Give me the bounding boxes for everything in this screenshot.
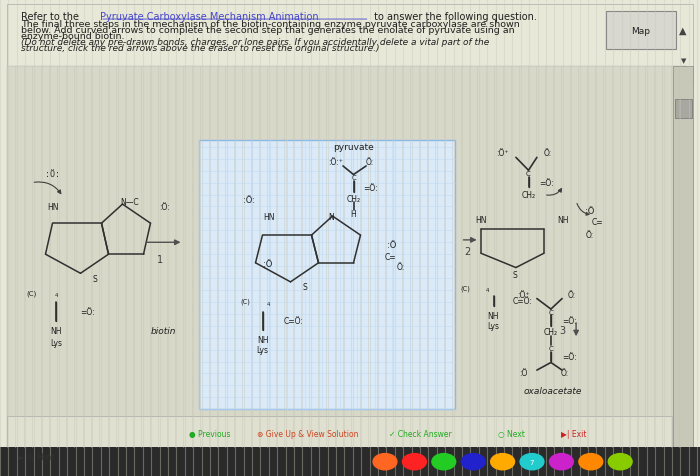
Text: (Do not delete any pre-drawn bonds, charges, or lone pairs. If you accidentally : (Do not delete any pre-drawn bonds, char… bbox=[21, 39, 489, 47]
FancyBboxPatch shape bbox=[199, 140, 455, 409]
FancyBboxPatch shape bbox=[606, 12, 676, 50]
Text: HN: HN bbox=[264, 212, 275, 221]
FancyBboxPatch shape bbox=[7, 5, 693, 86]
Text: 1: 1 bbox=[157, 255, 162, 264]
Text: ● Previous: ● Previous bbox=[189, 429, 231, 437]
Text: Ö:: Ö: bbox=[396, 262, 405, 271]
Text: :Ö: :Ö bbox=[519, 369, 527, 377]
Text: Lys: Lys bbox=[487, 322, 500, 330]
Text: :Ö: :Ö bbox=[262, 260, 272, 268]
Text: S: S bbox=[512, 270, 517, 279]
Text: ▲: ▲ bbox=[679, 26, 686, 36]
Text: Refer to the: Refer to the bbox=[21, 12, 82, 21]
Text: :Ö:⁺: :Ö:⁺ bbox=[328, 158, 344, 166]
Text: ○ Next: ○ Next bbox=[498, 429, 524, 437]
Text: C=: C= bbox=[385, 253, 396, 261]
Text: 2: 2 bbox=[465, 247, 470, 256]
Text: 4: 4 bbox=[55, 293, 57, 298]
Text: C: C bbox=[526, 171, 531, 177]
Text: CH₂: CH₂ bbox=[522, 191, 536, 199]
Text: below. Add curved arrows to complete the second step that generates the enolate : below. Add curved arrows to complete the… bbox=[21, 26, 514, 35]
Text: (C): (C) bbox=[240, 298, 250, 305]
Text: oxaloacetate: oxaloacetate bbox=[524, 386, 582, 395]
Text: biotin: biotin bbox=[150, 327, 176, 335]
Text: ⊗ Give Up & View Solution: ⊗ Give Up & View Solution bbox=[258, 429, 358, 437]
Text: NH: NH bbox=[558, 216, 569, 225]
Text: Ö:: Ö: bbox=[568, 291, 576, 299]
Text: 4: 4 bbox=[267, 301, 270, 306]
Text: :Ö⁺: :Ö⁺ bbox=[496, 149, 508, 158]
Text: The final three steps in the mechanism of the biotin-containing enzyme pyruvate : The final three steps in the mechanism o… bbox=[21, 20, 519, 29]
Text: HN: HN bbox=[475, 216, 486, 225]
Circle shape bbox=[373, 454, 397, 470]
Circle shape bbox=[491, 454, 514, 470]
Text: Ö:: Ö: bbox=[561, 369, 569, 377]
Text: NH: NH bbox=[488, 311, 499, 320]
Text: N—C: N—C bbox=[120, 198, 139, 207]
Text: :Ö:: :Ö: bbox=[159, 203, 170, 211]
Text: 7: 7 bbox=[530, 459, 534, 465]
Text: ✓ Check Answer: ✓ Check Answer bbox=[389, 429, 452, 437]
Text: =Ö:: =Ö: bbox=[80, 307, 94, 316]
Text: :Ö⁺: :Ö⁺ bbox=[517, 291, 529, 299]
Text: C: C bbox=[549, 309, 553, 315]
Text: (C): (C) bbox=[27, 289, 36, 296]
Text: =Ö:: =Ö: bbox=[539, 179, 553, 188]
Text: to answer the following question.: to answer the following question. bbox=[371, 12, 537, 21]
Circle shape bbox=[461, 454, 485, 470]
Circle shape bbox=[520, 454, 544, 470]
Text: ► ♄ Hint: ► ♄ Hint bbox=[18, 453, 54, 461]
FancyBboxPatch shape bbox=[7, 416, 672, 447]
Circle shape bbox=[579, 454, 603, 470]
Text: Pyruvate Carboxylase Mechanism Animation: Pyruvate Carboxylase Mechanism Animation bbox=[100, 12, 318, 21]
Text: HN: HN bbox=[47, 203, 58, 211]
FancyBboxPatch shape bbox=[7, 67, 686, 447]
Text: pyruvate: pyruvate bbox=[333, 143, 374, 152]
Circle shape bbox=[550, 454, 573, 470]
Text: :Ö:: :Ö: bbox=[45, 169, 60, 178]
Text: :Ö: :Ö bbox=[585, 207, 595, 215]
Text: C=Ö:: C=Ö: bbox=[284, 317, 304, 326]
Text: S: S bbox=[92, 274, 97, 283]
Text: Ö:: Ö: bbox=[544, 149, 552, 158]
Text: ▼: ▼ bbox=[680, 58, 686, 64]
Text: S: S bbox=[302, 283, 307, 291]
Text: (C): (C) bbox=[461, 285, 470, 291]
Text: Map: Map bbox=[631, 27, 650, 35]
Text: CH₂: CH₂ bbox=[346, 195, 360, 203]
Text: C: C bbox=[351, 175, 356, 181]
Text: H: H bbox=[351, 210, 356, 218]
Text: =Ö:: =Ö: bbox=[364, 184, 378, 192]
Text: Lys: Lys bbox=[50, 338, 62, 347]
Text: Ö:: Ö: bbox=[586, 230, 594, 239]
Text: N: N bbox=[328, 212, 334, 221]
Text: NH: NH bbox=[50, 327, 62, 335]
Text: CH₂: CH₂ bbox=[544, 328, 558, 337]
Text: C=Ö:: C=Ö: bbox=[513, 297, 533, 306]
Circle shape bbox=[432, 454, 456, 470]
Text: C=: C= bbox=[592, 218, 603, 227]
Text: =Ö:: =Ö: bbox=[562, 353, 576, 361]
Text: 4: 4 bbox=[486, 288, 489, 293]
Text: 3: 3 bbox=[559, 325, 565, 335]
Text: structure, click the red arrows above the eraser to reset the original structure: structure, click the red arrows above th… bbox=[21, 44, 379, 53]
Text: NH: NH bbox=[257, 335, 268, 344]
Text: =Ö:: =Ö: bbox=[562, 317, 576, 326]
FancyBboxPatch shape bbox=[675, 100, 692, 119]
Text: ▶| Exit: ▶| Exit bbox=[561, 429, 587, 437]
Text: :Ö: :Ö bbox=[387, 241, 397, 249]
Text: :Ö:: :Ö: bbox=[242, 196, 255, 204]
FancyBboxPatch shape bbox=[673, 67, 693, 447]
Text: C: C bbox=[549, 346, 553, 351]
Text: Ö:: Ö: bbox=[365, 158, 374, 166]
Circle shape bbox=[608, 454, 632, 470]
Text: enzyme-bound biotin.: enzyme-bound biotin. bbox=[21, 32, 125, 40]
Circle shape bbox=[402, 454, 426, 470]
FancyBboxPatch shape bbox=[0, 447, 700, 476]
Text: Lys: Lys bbox=[256, 346, 269, 354]
